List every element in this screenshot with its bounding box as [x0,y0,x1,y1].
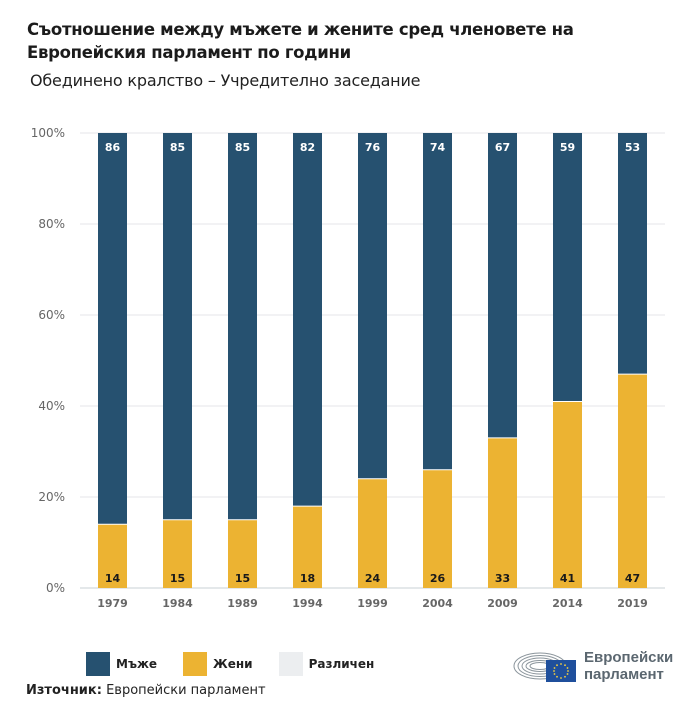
data-label-women: 24 [365,572,381,585]
data-label-men: 67 [495,141,510,154]
legend-item-other: Различен [278,652,375,676]
x-tick-label: 1979 [97,597,128,610]
data-label-men: 86 [105,141,121,154]
legend: Мъже Жени Различен [86,652,400,676]
x-tick-label: 2019 [617,597,648,610]
bar-women [293,506,322,588]
legend-label-men: Мъже [116,657,158,671]
source-label: Източник: [26,683,102,698]
data-label-women: 18 [300,572,315,585]
legend-item-men: Мъже [86,652,157,676]
legend-swatch-women [183,652,208,676]
data-label-women: 47 [625,572,640,585]
data-label-women: 26 [430,572,446,585]
bar-women [228,519,257,588]
legend-label-women: Жени [213,657,253,671]
chart-title: Съотношение между мъжете и жените сред ч… [27,20,574,62]
legend-swatch-men [86,652,110,676]
x-tick-label: 2009 [487,597,518,610]
source-value: Европейски парламент [106,683,266,698]
logo-text: Европейски парламент [584,649,673,683]
y-tick-label: 40% [38,399,65,413]
bar-men [293,133,322,507]
bars: 86 14 85 15 85 15 82 18 76 24 74 26 67 33 59 41 53 47 [98,133,647,588]
bar-men [358,133,387,479]
y-tick-label: 0% [46,581,65,595]
data-label-men: 59 [560,141,575,154]
data-label-men: 74 [430,141,446,154]
data-label-men: 85 [235,141,250,154]
european-parliament-logo-icon [513,652,576,682]
bar-men [98,133,127,525]
bar-women [488,437,517,588]
y-tick-label: 100% [31,126,65,140]
x-tick-label: 1994 [292,597,323,610]
data-label-women: 14 [105,572,121,585]
bar-men [163,133,192,520]
x-tick-label: 1999 [357,597,388,610]
data-label-men: 76 [365,141,381,154]
legend-swatch-other [278,652,303,676]
bar-women [423,469,452,588]
data-label-men: 85 [170,141,185,154]
data-label-men: 53 [625,141,640,154]
y-tick-label: 60% [38,308,65,322]
data-label-women: 33 [495,572,510,585]
logo-line-1: Европейски [584,649,674,666]
bar-men [618,133,647,375]
chart-subtitle: Обединено кралство – Учредително заседан… [30,71,421,90]
data-label-women: 41 [560,572,575,585]
bar-women [163,519,192,588]
source-note: Източник: Европейски парламент [26,683,266,698]
bar-men [553,133,582,402]
bar-men [423,133,452,470]
stacked-bar-chart: 0% 20% 40% 60% 80% 100% 86 14 85 15 85 15 82 18 76 24 7… [31,126,665,610]
bar-women [618,374,647,588]
bar-women [553,401,582,588]
y-tick-label: 80% [38,217,65,231]
bar-men [228,133,257,520]
x-tick-label: 2014 [552,597,583,610]
data-label-women: 15 [170,572,185,585]
legend-item-women: Жени [183,652,253,676]
bar-men [488,133,517,438]
ep-logo: Европейски парламент [512,648,673,684]
y-tick-label: 20% [38,490,65,504]
x-tick-label: 2004 [422,597,453,610]
x-tick-label: 1989 [227,597,258,610]
y-axis-ticks: 0% 20% 40% 60% 80% 100% [31,126,65,595]
x-axis-ticks: 1979 1984 1989 1994 1999 2004 2009 2014 2019 [97,597,648,610]
bar-women [358,478,387,588]
bar-women [98,524,127,588]
x-tick-label: 1984 [162,597,193,610]
legend-label-other: Различен [308,657,375,671]
logo-line-2: парламент [584,666,664,683]
data-label-men: 82 [300,141,315,154]
data-label-women: 15 [235,572,250,585]
